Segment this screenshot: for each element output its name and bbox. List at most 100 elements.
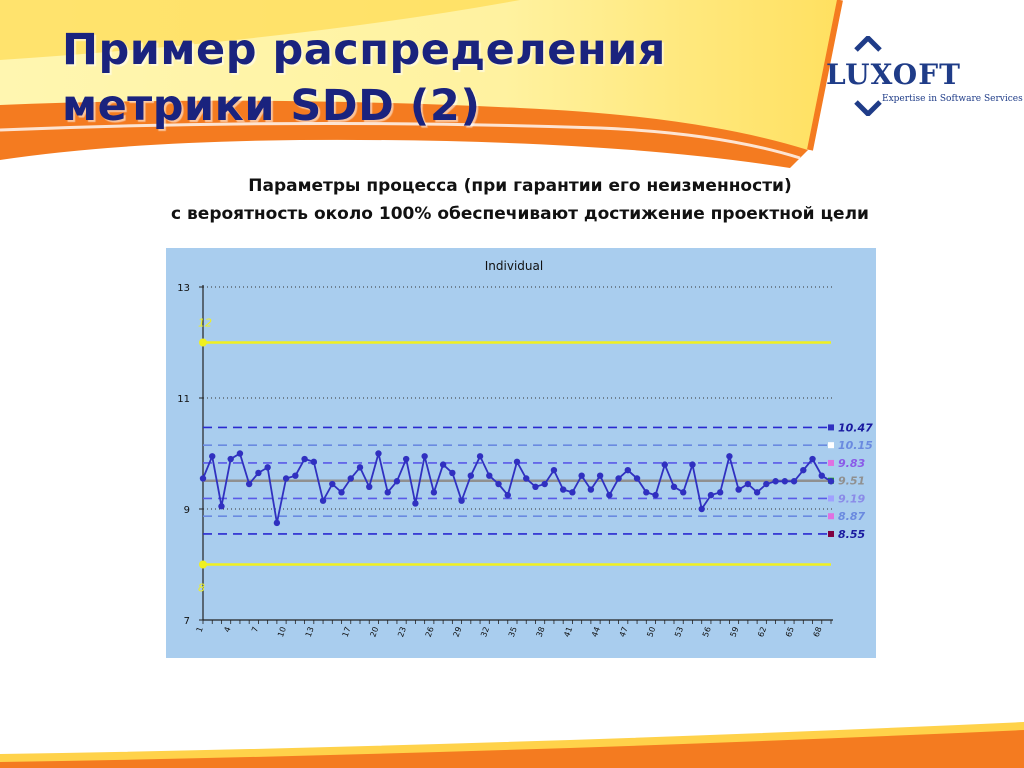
data-point (763, 480, 770, 488)
y-tick-label: 9 (184, 505, 190, 516)
reference-marker (828, 424, 834, 431)
title-line-2: метрики SDD (2) (62, 81, 481, 131)
data-point (209, 453, 216, 460)
x-tick-label: 23 (396, 626, 408, 639)
data-point (818, 472, 825, 479)
data-point (716, 489, 724, 496)
reference-label: 10.15 (838, 439, 873, 452)
data-point (587, 486, 595, 493)
reference-marker (828, 442, 834, 449)
y-tick-label: 11 (177, 394, 190, 405)
chart-background (166, 248, 876, 658)
spec-limit-label: 8 (198, 582, 205, 595)
title-line-1: Пример распределения (62, 25, 666, 75)
data-point (643, 489, 650, 496)
data-point (800, 466, 807, 474)
data-point (559, 486, 567, 493)
data-point (384, 489, 391, 496)
data-point (504, 491, 511, 499)
spec-limits: 12 8 (198, 317, 831, 595)
x-tick-label: 44 (590, 626, 602, 639)
data-point (264, 464, 271, 471)
data-point (772, 478, 779, 485)
data-point (624, 466, 632, 474)
reference-label: 9.83 (838, 457, 865, 470)
data-point (532, 483, 539, 490)
reference-label: 8.87 (838, 510, 865, 523)
data-point (282, 475, 290, 482)
data-point (412, 500, 419, 507)
x-tick-label: 62 (756, 626, 768, 639)
data-point (292, 472, 299, 479)
data-point (245, 480, 253, 488)
footer-stripe (0, 722, 1024, 768)
data-point (698, 505, 705, 513)
data-point (430, 489, 438, 496)
chart-title: Individual (485, 259, 543, 273)
x-tick-label: 68 (812, 626, 824, 639)
data-point (338, 489, 345, 496)
x-tick-label: 29 (452, 626, 464, 639)
x-tick-label: 4 (222, 626, 232, 634)
data-point (421, 453, 428, 460)
data-point (578, 472, 585, 479)
x-tick-label: 20 (368, 626, 380, 639)
x-tick-label: 59 (729, 626, 741, 639)
data-point (744, 480, 752, 488)
data-point (301, 455, 308, 463)
data-point (329, 480, 336, 488)
data-point (606, 491, 613, 499)
data-point (615, 475, 622, 482)
x-tick-label: 26 (424, 626, 436, 639)
x-tick-label: 1 (195, 626, 205, 634)
x-tick-label: 65 (784, 626, 796, 639)
x-tick-label: 35 (507, 626, 519, 639)
data-point (402, 455, 410, 463)
spec-limit-label: 12 (198, 317, 212, 330)
data-point (495, 480, 502, 488)
data-point (735, 486, 742, 493)
reference-label: 9.19 (838, 492, 865, 505)
slide-title: Пример распределения метрики SDD (2) (62, 22, 666, 134)
control-chart: Individual 13 11 9 7 12 8 10.47 10.15 9.83 9.51… (166, 248, 876, 658)
data-point (781, 478, 789, 485)
y-tick-label: 7 (184, 616, 190, 627)
data-point (273, 519, 281, 527)
reference-marker (828, 513, 834, 520)
data-point (790, 478, 798, 485)
data-point (467, 472, 475, 479)
subtitle-line-2: с вероятность около 100% обеспечивают до… (171, 204, 869, 224)
x-tick-label: 47 (618, 626, 630, 639)
subtitle-line-1: Параметры процесса (при гарантии его неи… (248, 176, 792, 196)
reference-marker (828, 530, 834, 537)
data-point (236, 450, 244, 457)
data-point (569, 489, 576, 496)
spec-limit-marker (199, 338, 207, 347)
data-point (633, 475, 641, 482)
data-point (356, 464, 364, 471)
data-point (753, 489, 761, 496)
luxoft-logo: LUXOFT Expertise in Software Services (818, 36, 1023, 116)
data-point (393, 478, 401, 485)
data-point (670, 483, 678, 490)
x-tick-label: 32 (479, 626, 491, 639)
data-point (227, 455, 234, 463)
data-point (707, 491, 715, 499)
reference-lines: 10.47 10.15 9.83 9.51 9.19 8.87 8.55 (203, 421, 873, 541)
data-point (809, 455, 816, 463)
header-banner (0, 0, 1024, 175)
x-tick-label: 10 (276, 626, 288, 639)
logo-wordmark: LUXOFT (826, 58, 961, 91)
reference-label: 9.51 (838, 475, 865, 488)
reference-label: 10.47 (838, 421, 873, 434)
y-tick-label: 13 (177, 283, 190, 294)
series-individual (199, 450, 835, 527)
data-point (596, 472, 604, 479)
data-point (199, 475, 207, 482)
data-point (319, 497, 327, 504)
slide-subtitle: Параметры процесса (при гарантии его неи… (0, 172, 1024, 228)
data-point (661, 461, 668, 468)
data-point (689, 461, 696, 468)
chart-grid (203, 286, 833, 510)
data-point (476, 453, 484, 460)
